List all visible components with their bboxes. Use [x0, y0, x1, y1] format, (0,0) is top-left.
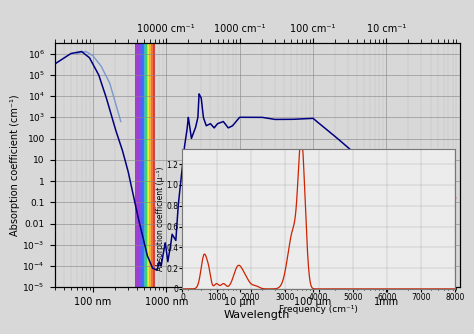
Bar: [141, 43, 144, 287]
Bar: [138, 43, 141, 287]
Bar: [145, 43, 146, 287]
Bar: [136, 43, 138, 287]
Bar: [144, 43, 145, 287]
Bar: [146, 43, 148, 287]
X-axis label: Wavelength: Wavelength: [224, 310, 291, 320]
Bar: [149, 43, 151, 287]
Bar: [153, 43, 155, 287]
Y-axis label: Absorption coefficient (cm⁻¹): Absorption coefficient (cm⁻¹): [9, 95, 19, 236]
Y-axis label: Absorption coefficient (µ⁻¹): Absorption coefficient (µ⁻¹): [156, 167, 165, 271]
Bar: [151, 43, 153, 287]
Bar: [148, 43, 149, 287]
X-axis label: Frequency (cm⁻¹): Frequency (cm⁻¹): [279, 305, 358, 314]
